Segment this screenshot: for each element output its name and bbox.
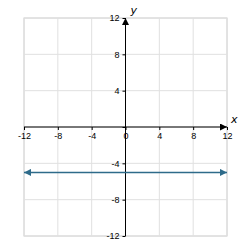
y-tick: -8 xyxy=(111,195,125,205)
grid-line-y xyxy=(24,18,227,19)
x-tick-label: -8 xyxy=(54,131,62,141)
x-tick: 8 xyxy=(191,127,196,141)
x-tick-label: 4 xyxy=(157,131,162,141)
y-tick-label: 8 xyxy=(114,50,119,60)
y-tick-mark xyxy=(123,127,126,128)
x-tick-mark xyxy=(193,127,194,130)
y-tick-mark xyxy=(123,200,126,201)
x-tick-label: 8 xyxy=(191,131,196,141)
data-line xyxy=(24,172,227,174)
y-tick xyxy=(123,127,126,128)
plot-frame xyxy=(24,18,227,236)
x-tick-mark xyxy=(58,127,59,130)
x-tick: -4 xyxy=(88,127,96,141)
x-tick-mark xyxy=(227,127,228,130)
x-tick-label: -4 xyxy=(88,131,96,141)
y-tick-label: -4 xyxy=(111,159,119,169)
y-tick-mark xyxy=(123,163,126,164)
grid-line-x xyxy=(24,18,25,236)
x-tick-mark xyxy=(24,127,25,130)
x-tick-mark xyxy=(92,127,93,130)
y-axis-title: y xyxy=(130,4,138,17)
y-tick-label: 4 xyxy=(114,86,119,96)
x-tick-label: 12 xyxy=(222,131,232,141)
y-tick: -12 xyxy=(106,231,125,241)
chart: -12-8-404812-12-8-44812xy xyxy=(0,0,243,248)
x-tick: -8 xyxy=(54,127,62,141)
y-tick-label: -8 xyxy=(111,195,119,205)
marks xyxy=(24,172,227,173)
x-tick: 4 xyxy=(157,127,162,141)
y-tick-mark xyxy=(123,236,126,237)
y-tick: 4 xyxy=(114,86,125,96)
y-tick: 12 xyxy=(109,13,125,23)
y-tick-label: 12 xyxy=(109,13,119,23)
y-tick-mark xyxy=(123,54,126,55)
y-axis: -12 -8 -4 4 8 12 xyxy=(106,13,125,241)
y-tick: -4 xyxy=(111,159,125,169)
y-tick-mark xyxy=(123,91,126,92)
y-tick: 8 xyxy=(114,50,125,60)
x-tick-label: -12 xyxy=(18,131,31,141)
plot: -12-8-404812-12-8-44812xy xyxy=(18,4,238,241)
y-tick-label: -12 xyxy=(106,231,119,241)
y-tick-mark xyxy=(123,18,126,19)
x-tick-mark xyxy=(159,127,160,130)
grid xyxy=(24,18,227,236)
x-axis-title: x xyxy=(230,113,238,126)
x-tick: -12 xyxy=(18,127,31,141)
x-tick: 12 xyxy=(222,127,232,141)
